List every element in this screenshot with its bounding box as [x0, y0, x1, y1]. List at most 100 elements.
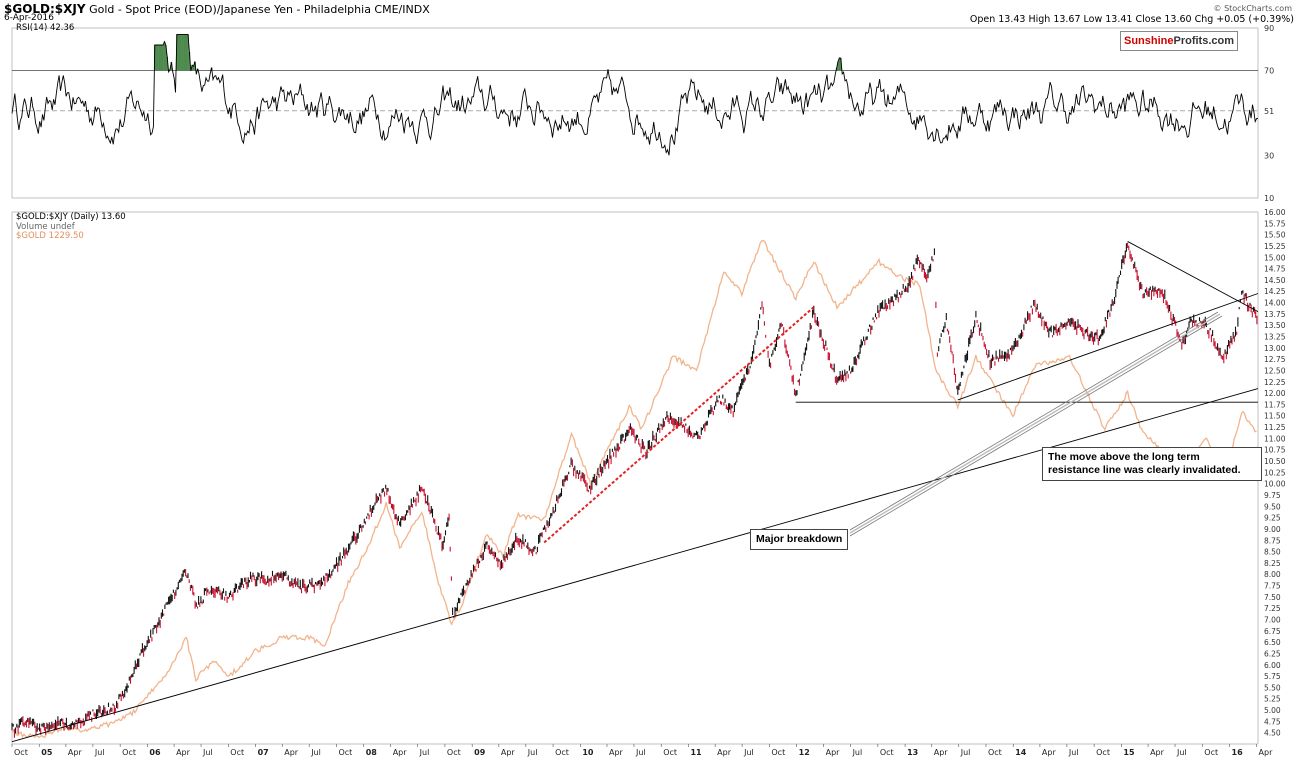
date-tick-label: Oct	[1096, 748, 1110, 757]
price-tick-label: 5.75	[1264, 672, 1281, 681]
price-tick-label: 11.75	[1264, 400, 1286, 409]
price-tick-label: 8.25	[1264, 559, 1281, 568]
price-tick-label: 13.00	[1264, 344, 1286, 353]
series-gold-usd-line	[11, 239, 1257, 739]
breakdown-pointer-line	[849, 311, 1219, 531]
price-tick-label: 14.00	[1264, 299, 1286, 308]
price-tick-label: 12.00	[1264, 389, 1286, 398]
chart-date: 6-Apr-2016	[4, 13, 54, 23]
date-tick-label: 08	[366, 748, 378, 757]
rsi-overbought-fill	[192, 66, 195, 71]
date-tick-label: Apr	[68, 748, 83, 757]
price-tick-label: 5.50	[1264, 683, 1281, 692]
price-legend-volume: Volume undef	[16, 222, 75, 232]
badge-part1: Sunshine	[1123, 35, 1174, 47]
date-tick-label: 06	[149, 748, 161, 757]
breakdown-note: Major breakdown	[750, 529, 849, 550]
date-tick-label: Apr	[1150, 748, 1165, 757]
date-tick-label: 07	[258, 748, 269, 757]
price-tick-label: 7.75	[1264, 582, 1281, 591]
price-tick-label: 8.50	[1264, 548, 1281, 557]
date-tick-label: Apr	[393, 748, 408, 757]
rsi-overbought-fill	[176, 34, 178, 71]
date-tick-label: 16	[1232, 748, 1244, 757]
price-tick-label: 11.00	[1264, 434, 1286, 443]
price-tick-label: 9.50	[1264, 502, 1281, 511]
rsi-overbought-fill	[183, 34, 185, 71]
price-tick-label: 9.75	[1264, 491, 1281, 500]
rsi-overbought-fill	[840, 58, 842, 71]
date-tick-label: Jul	[94, 748, 105, 757]
rsi-overbought-fill	[159, 45, 162, 71]
rsi-overbought-fill	[165, 45, 167, 71]
price-tick-label: 9.00	[1264, 525, 1281, 534]
price-tick-label: 5.00	[1264, 706, 1281, 715]
date-tick-label: Jul	[1068, 748, 1079, 757]
date-tick-label: Apr	[934, 748, 949, 757]
series-gold-jpy-down-bars	[13, 242, 1258, 738]
price-tick-label: 10.75	[1264, 446, 1286, 455]
date-tick-label: 10	[582, 748, 594, 757]
date-tick-label: Apr	[284, 748, 299, 757]
date-tick-label: 09	[474, 748, 486, 757]
price-legend-main: $GOLD:$XJY (Daily) 13.60	[16, 212, 126, 222]
price-tick-label: 6.50	[1264, 638, 1281, 647]
price-tick-label: 10.50	[1264, 457, 1286, 466]
date-tick-label: 14	[1015, 748, 1027, 757]
rsi-overbought-fill	[177, 34, 180, 71]
date-tick-label: Oct	[663, 748, 677, 757]
chart-title: $GOLD:$XJY Gold - Spot Price (EOD)/Japan…	[4, 2, 430, 16]
date-tick-label: Oct	[988, 748, 1002, 757]
rsi-overbought-fill	[188, 51, 191, 71]
rsi-overbought-fill	[191, 65, 193, 71]
rsi-overbought-fill	[158, 45, 160, 71]
rsi-tick-label: 51	[1264, 107, 1274, 116]
rsi-tick-label: 90	[1264, 24, 1274, 33]
date-tick-label: Jul	[1176, 748, 1187, 757]
sunshine-profits-badge[interactable]: SunshineProfits.com	[1120, 31, 1238, 51]
date-tick-label: Jul	[743, 748, 754, 757]
price-tick-label: 13.25	[1264, 333, 1286, 342]
date-tick-label: 12	[799, 748, 810, 757]
date-tick-label: Oct	[230, 748, 244, 757]
rsi-overbought-fill	[178, 34, 181, 71]
price-tick-label: 7.00	[1264, 615, 1281, 624]
rsi-legend-text: RSI(14) 42.36	[16, 23, 75, 33]
price-tick-label: 8.75	[1264, 536, 1281, 545]
trendline-rising-support	[957, 293, 1259, 401]
date-tick-label: 11	[690, 748, 702, 757]
date-tick-label: Oct	[555, 748, 569, 757]
date-tick-label: Jul	[852, 748, 863, 757]
price-tick-label: 6.00	[1264, 661, 1281, 670]
rsi-overbought-fill	[180, 34, 182, 71]
breakdown-pointer-line	[849, 315, 1223, 537]
rsi-legend: RSI(14) 42.36	[16, 23, 74, 33]
price-tick-label: 6.25	[1264, 649, 1281, 658]
rsi-overbought-fill	[162, 45, 164, 71]
date-tick-label: Jul	[635, 748, 646, 757]
breakdown-pointer-line	[849, 313, 1221, 534]
date-tick-label: Apr	[609, 748, 624, 757]
price-panel: 4.50 4.75 5.00 5.25 5.50 5.75 6.00 6.25 6.50 6.75…	[11, 208, 1286, 745]
rsi-overbought-fill	[184, 34, 187, 71]
rsi-overbought-fill	[838, 57, 841, 71]
price-tick-label: 5.25	[1264, 695, 1281, 704]
price-tick-label: 15.50	[1264, 231, 1286, 240]
rsi-overbought-fill	[166, 56, 169, 71]
price-legend-gold: $GOLD 1229.50	[16, 231, 84, 241]
rsi-panel: 10 30 51 70 90	[11, 24, 1274, 203]
series-gold-jpy-bars	[11, 243, 1254, 734]
badge-part2: Profits.com	[1173, 35, 1235, 47]
price-tick-label: 14.25	[1264, 287, 1286, 296]
rsi-tick-label: 10	[1264, 194, 1274, 203]
note-line-2: resistance line was clearly invalidated.	[1048, 464, 1241, 476]
date-tick-label: Oct	[1204, 748, 1218, 757]
date-tick-label: 05	[41, 748, 53, 757]
price-tick-label: 7.50	[1264, 593, 1281, 602]
price-tick-label: 4.50	[1264, 729, 1281, 738]
date-tick-label: Apr	[717, 748, 732, 757]
price-tick-label: 15.25	[1264, 242, 1286, 251]
invalidation-note: The move above the long term resistance …	[1042, 447, 1262, 481]
price-tick-label: 12.75	[1264, 355, 1286, 364]
